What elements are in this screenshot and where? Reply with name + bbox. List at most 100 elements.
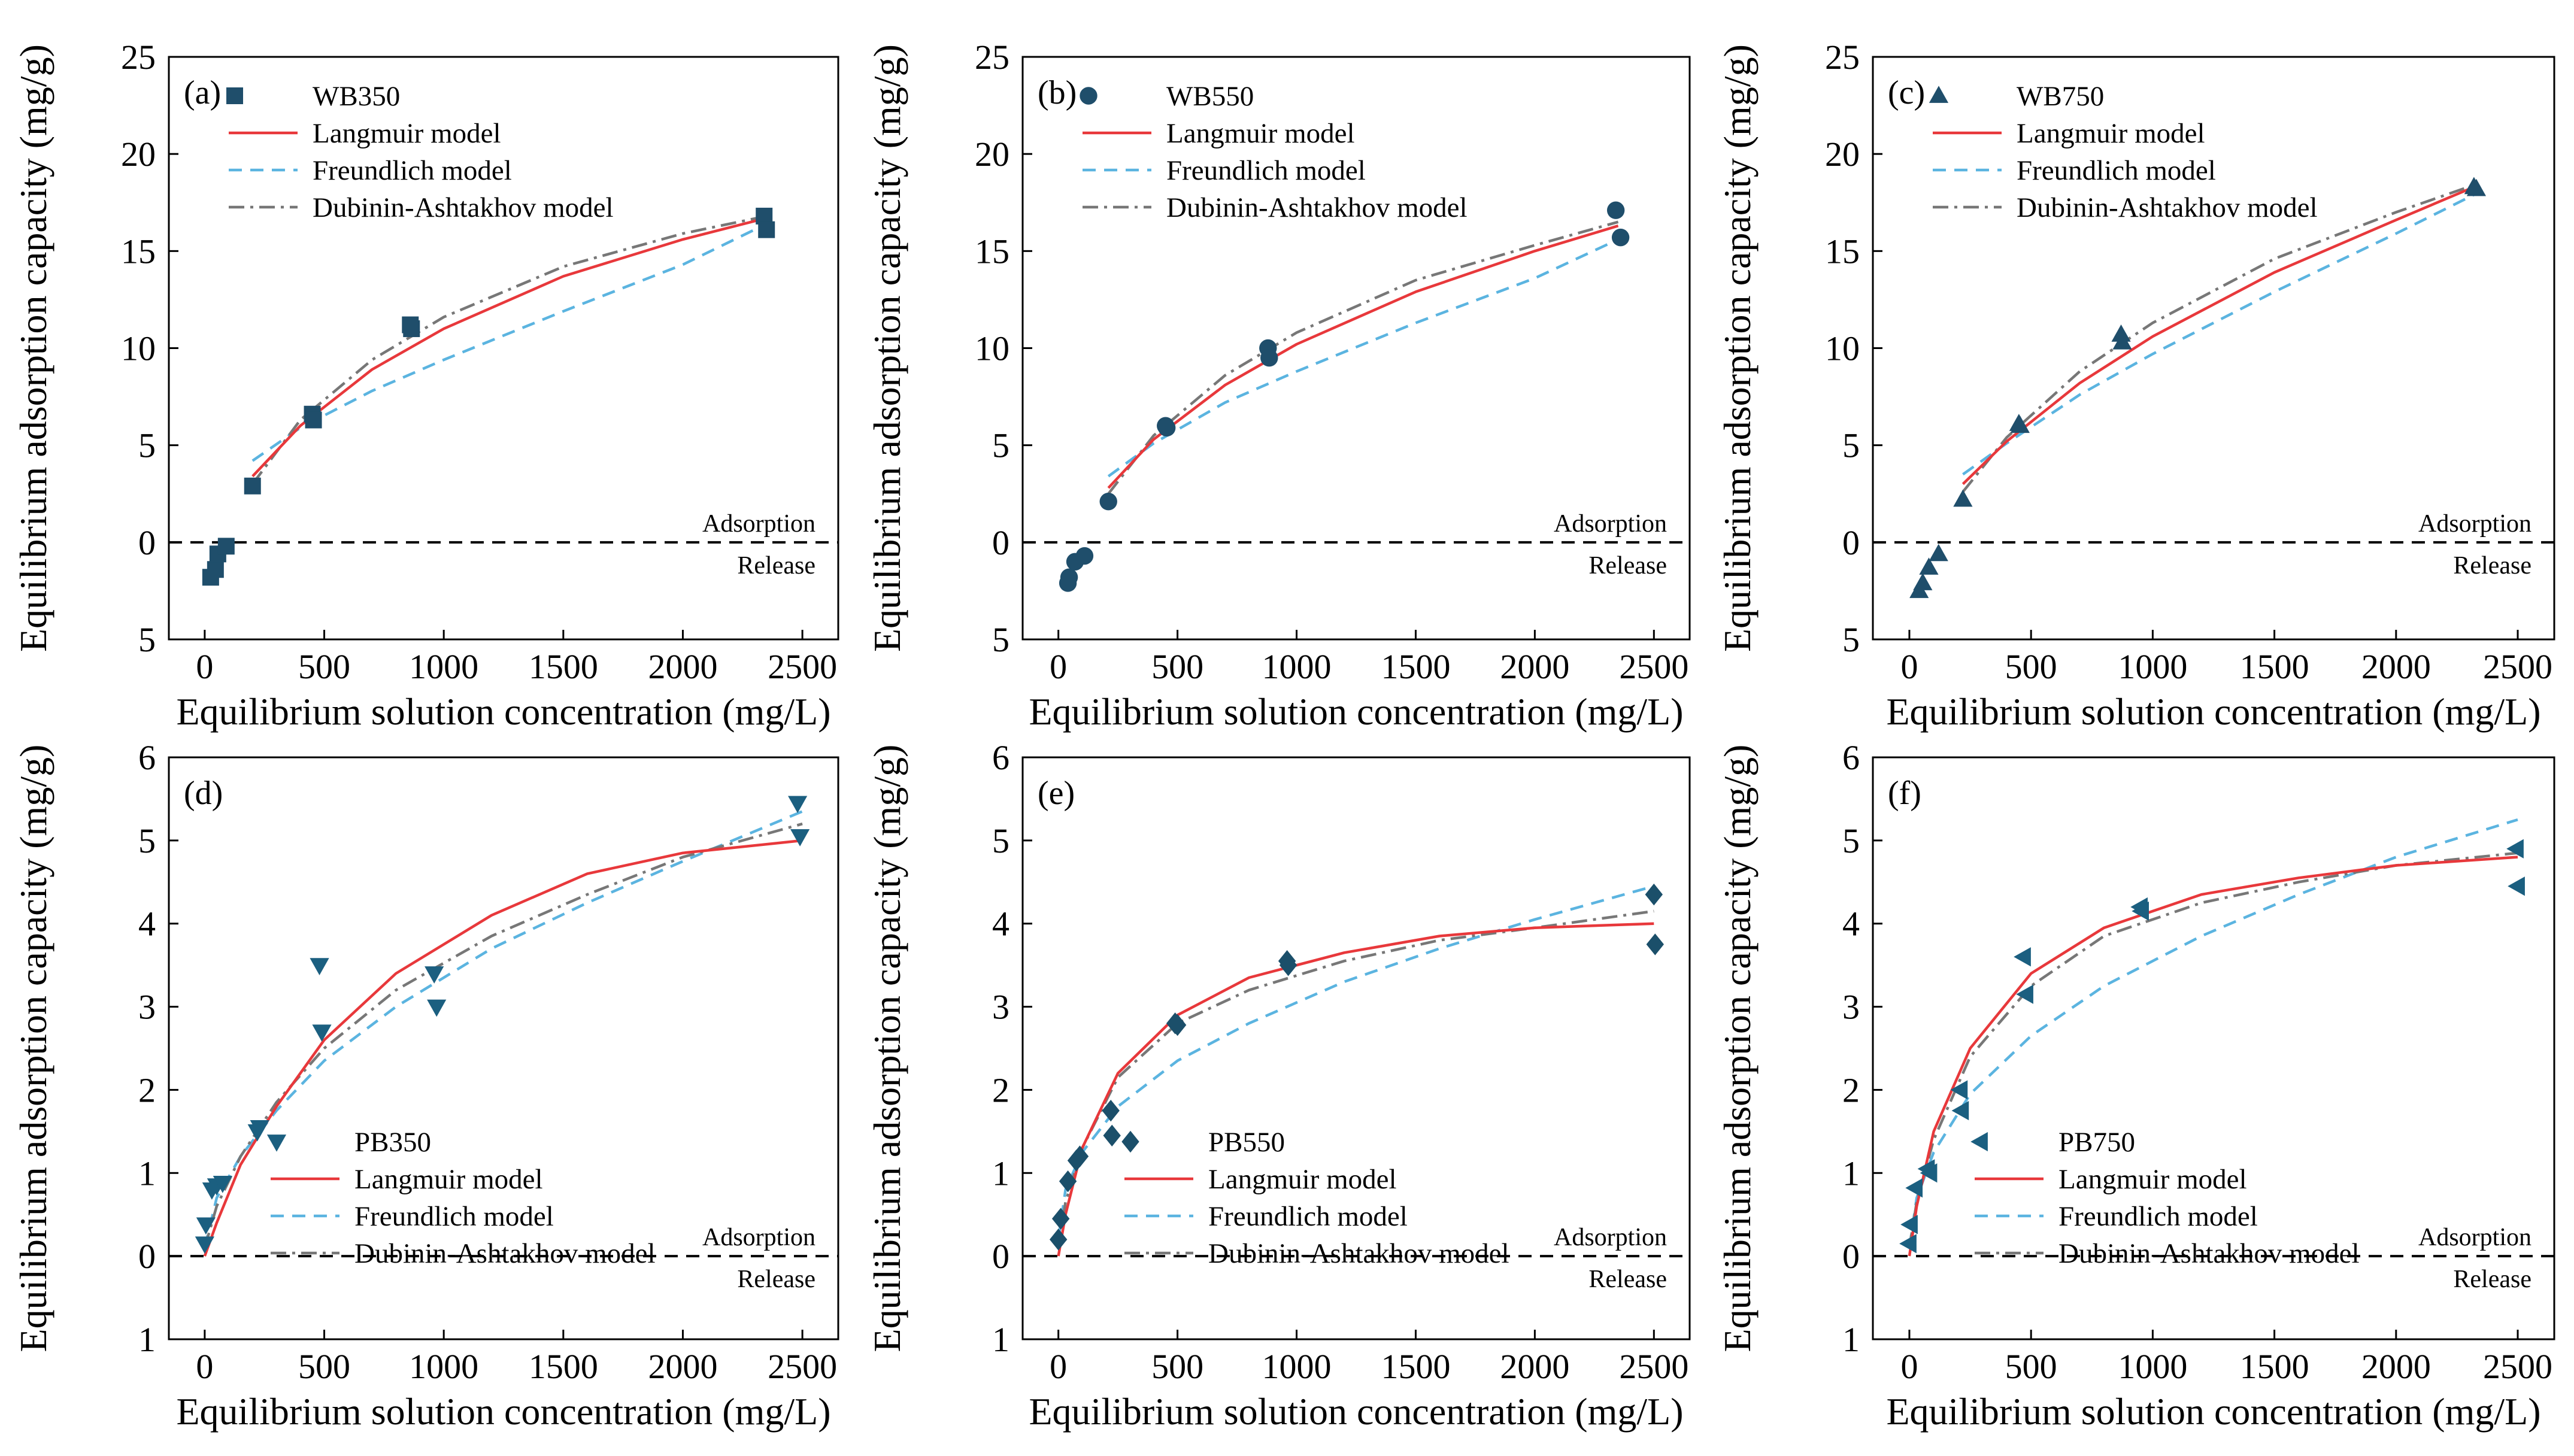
y-tick-label: 15 bbox=[121, 232, 156, 271]
y-tick-label: 1 bbox=[138, 1320, 156, 1359]
data-point bbox=[1099, 493, 1117, 511]
data-point bbox=[1606, 201, 1625, 219]
data-point bbox=[217, 538, 235, 555]
y-tick-label: 5 bbox=[138, 620, 156, 659]
y-tick-label: 0 bbox=[1842, 523, 1860, 562]
data-point bbox=[403, 320, 420, 338]
data-point bbox=[213, 1176, 232, 1193]
da-model-curve bbox=[1057, 909, 1654, 1248]
y-tick-label: 15 bbox=[1825, 232, 1860, 271]
adsorption-label: Adsorption bbox=[702, 1224, 815, 1251]
chart-panel-d: 0 500 1000 1500 2000 2500 1 0 1 2 3 4 5 6 Equilibrium … bbox=[12, 738, 839, 1433]
adsorption-label: Adsorption bbox=[2418, 510, 2531, 538]
y-tick-label: 3 bbox=[1842, 988, 1860, 1027]
y-tick-label: 6 bbox=[138, 738, 156, 777]
data-point bbox=[1103, 1124, 1121, 1146]
x-axis-title: Equilibrium solution concentration (mg/L… bbox=[1886, 1390, 2540, 1433]
data-point bbox=[2016, 984, 2033, 1004]
data-point bbox=[2506, 839, 2524, 859]
legend-marker bbox=[1121, 1130, 1139, 1153]
data-point bbox=[244, 477, 261, 495]
legend-data-label: PB750 bbox=[2058, 1127, 2135, 1158]
data-point bbox=[195, 1236, 214, 1254]
y-tick-label: 10 bbox=[121, 329, 156, 368]
data-point bbox=[1051, 1208, 1070, 1230]
plot-frame bbox=[1872, 756, 2555, 1340]
plot-frame bbox=[1021, 756, 1691, 1340]
legend-freundlich-label: Freundlich model bbox=[1166, 155, 1366, 186]
legend-da-label: Dubinin-Ashtakhov model bbox=[2058, 1238, 2360, 1269]
y-tick-label: 20 bbox=[1825, 135, 1860, 174]
y-tick-label: 3 bbox=[992, 988, 1009, 1027]
y-tick-label: 5 bbox=[138, 426, 156, 465]
data-point bbox=[207, 561, 224, 578]
data-point bbox=[1919, 557, 1939, 575]
data-point bbox=[1929, 544, 1948, 562]
y-tick-label: 3 bbox=[138, 988, 156, 1027]
legend-data-label: WB550 bbox=[1166, 81, 1254, 112]
data-points bbox=[1909, 177, 2487, 598]
y-tick-label: 20 bbox=[121, 135, 156, 174]
freundlich-model-curve bbox=[1962, 193, 2475, 476]
plot-frame bbox=[168, 756, 839, 1340]
panel-label: (b) bbox=[1038, 74, 1077, 111]
panel-label: (e) bbox=[1038, 775, 1075, 812]
x-tick-label: 2500 bbox=[1619, 1347, 1688, 1386]
data-point bbox=[2010, 415, 2030, 433]
x-tick-label: 1500 bbox=[1381, 647, 1450, 686]
x-axis-title: Equilibrium solution concentration (mg/L… bbox=[1029, 1390, 1683, 1433]
data-point bbox=[1950, 1080, 1968, 1100]
y-tick-label: 1 bbox=[992, 1320, 1009, 1359]
legend-marker bbox=[1970, 1132, 1988, 1152]
legend: WB550 Langmuir model Freundlich model Dubin… bbox=[1080, 81, 1468, 223]
adsorption-label: Adsorption bbox=[702, 510, 815, 538]
data-point bbox=[2466, 178, 2487, 196]
y-tick-label: 6 bbox=[1842, 738, 1860, 777]
y-tick-label: 5 bbox=[1842, 426, 1860, 465]
x-tick-label: 500 bbox=[298, 1347, 350, 1386]
data-point bbox=[1049, 1228, 1068, 1251]
data-point bbox=[758, 221, 775, 238]
x-tick-label: 0 bbox=[196, 1347, 213, 1386]
langmuir-model-curve bbox=[1908, 856, 2518, 1257]
panel-label: (f) bbox=[1888, 775, 1921, 812]
legend-langmuir-label: Langmuir model bbox=[313, 118, 501, 149]
y-tick-label: 25 bbox=[975, 38, 1009, 77]
y-tick-label: 20 bbox=[975, 135, 1009, 174]
x-tick-label: 0 bbox=[1050, 1347, 1067, 1386]
legend-freundlich-label: Freundlich model bbox=[2058, 1201, 2258, 1232]
x-tick-label: 500 bbox=[2005, 647, 2057, 686]
x-tick-label: 2000 bbox=[1500, 647, 1569, 686]
y-tick-label: 25 bbox=[121, 38, 156, 77]
model-curves bbox=[1107, 220, 1619, 495]
x-axis-title: Equilibrium solution concentration (mg/L… bbox=[176, 690, 830, 733]
data-point bbox=[2112, 332, 2132, 350]
langmuir-model-curve bbox=[1107, 225, 1619, 489]
x-axis-title: Equilibrium solution concentration (mg/L… bbox=[1886, 690, 2540, 733]
legend-marker bbox=[266, 1135, 287, 1152]
y-tick-label: 15 bbox=[975, 232, 1009, 271]
x-tick-label: 500 bbox=[1151, 647, 1203, 686]
data-points bbox=[195, 796, 810, 1254]
x-tick-label: 2500 bbox=[768, 1347, 837, 1386]
y-tick-label: 1 bbox=[1842, 1320, 1860, 1359]
x-tick-label: 500 bbox=[2005, 1347, 2057, 1386]
chart-panel-b: 0 500 1000 1500 2000 2500 5 0 5 10 15 20 25 Equilibri… bbox=[866, 38, 1691, 733]
x-tick-label: 0 bbox=[1900, 1347, 1918, 1386]
y-tick-label: 5 bbox=[992, 821, 1009, 860]
y-axis-title: Equilibrium adsorption capacity (mg/g) bbox=[1716, 745, 1759, 1352]
data-point bbox=[1071, 1145, 1089, 1167]
legend-da-label: Dubinin-Ashtakhov model bbox=[313, 192, 614, 223]
x-tick-label: 2000 bbox=[1500, 1347, 1569, 1386]
data-points bbox=[1059, 201, 1630, 592]
legend-freundlich-label: Freundlich model bbox=[313, 155, 512, 186]
y-tick-label: 4 bbox=[1842, 905, 1860, 944]
y-tick-label: 2 bbox=[992, 1070, 1009, 1109]
x-tick-label: 2500 bbox=[1619, 647, 1688, 686]
data-points bbox=[202, 207, 775, 586]
chart-panel-f: 0 500 1000 1500 2000 2500 1 0 1 2 3 4 5 6 Equilibrium … bbox=[1716, 738, 2555, 1433]
legend-marker bbox=[226, 87, 243, 104]
adsorption-label: Adsorption bbox=[1554, 510, 1667, 538]
data-point bbox=[1075, 547, 1094, 565]
y-tick-label: 2 bbox=[138, 1070, 156, 1109]
